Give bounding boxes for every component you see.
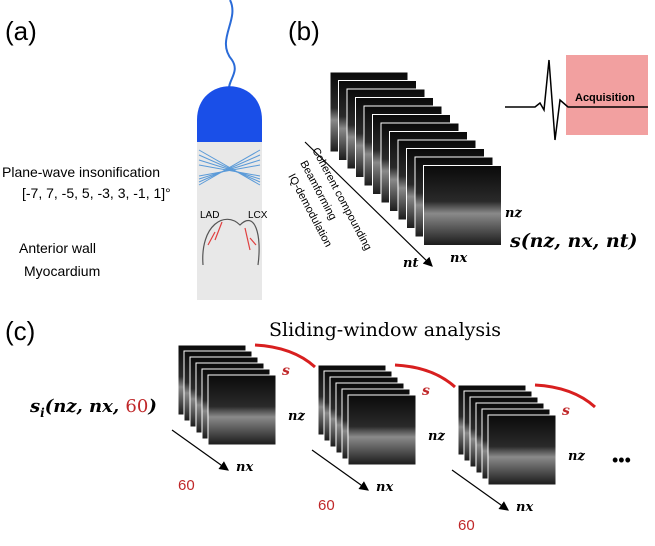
us-frame	[424, 166, 502, 246]
signal-label: s(nz, nx, nt)	[509, 230, 637, 252]
close: )	[147, 396, 157, 417]
window-count: 60	[318, 497, 335, 514]
nx-label: nx	[376, 480, 393, 495]
args: (nz, nx,	[45, 396, 126, 417]
angles-label: [-7, 7, -5, 5, -3, 3, -1, 1]°	[22, 185, 171, 201]
panel-label: (c)	[5, 316, 35, 346]
insonification-label: Plane-wave insonification	[2, 164, 160, 180]
nt-label: nt	[403, 256, 418, 271]
us-frame	[348, 395, 416, 465]
lcx-label: LCX	[248, 210, 268, 221]
nx-label: nx	[236, 460, 253, 475]
panel-label: (a)	[5, 16, 37, 46]
nz-label: nz	[568, 449, 585, 464]
window-size: 60	[125, 396, 148, 417]
window-stacks: s nz nx 60 s nz nx 60 s nz nx 60	[172, 345, 595, 534]
acquisition-label: Acquisition	[575, 92, 635, 104]
section-title: Sliding-window analysis	[269, 319, 501, 341]
window-count: 60	[178, 477, 195, 494]
window-signal-label: si(nz, nx, 60)	[29, 396, 157, 420]
nz-label: nz	[428, 429, 445, 444]
myocardium-label: Myocardium	[24, 263, 100, 279]
ellipsis: •••	[612, 450, 631, 470]
s-label: s	[282, 363, 290, 379]
window-count: 60	[458, 517, 475, 534]
s-label: s	[422, 383, 430, 399]
nz-label: nz	[505, 206, 522, 221]
panel-label: (b)	[288, 16, 320, 46]
probe	[197, 86, 262, 142]
nx-label: nx	[516, 500, 533, 515]
s-label: s	[562, 403, 570, 419]
tissue-region	[197, 142, 262, 300]
us-frame	[208, 375, 276, 445]
us-frame	[488, 415, 556, 485]
wall-label: Anterior wall	[19, 240, 96, 256]
symbol: s	[29, 396, 40, 417]
figure: (a) Plane-wave insonification [-7, 7, -5…	[0, 0, 655, 546]
probe-cable	[226, 0, 235, 90]
lad-label: LAD	[200, 210, 219, 221]
nx-label: nx	[450, 251, 467, 266]
nz-label: nz	[288, 409, 305, 424]
